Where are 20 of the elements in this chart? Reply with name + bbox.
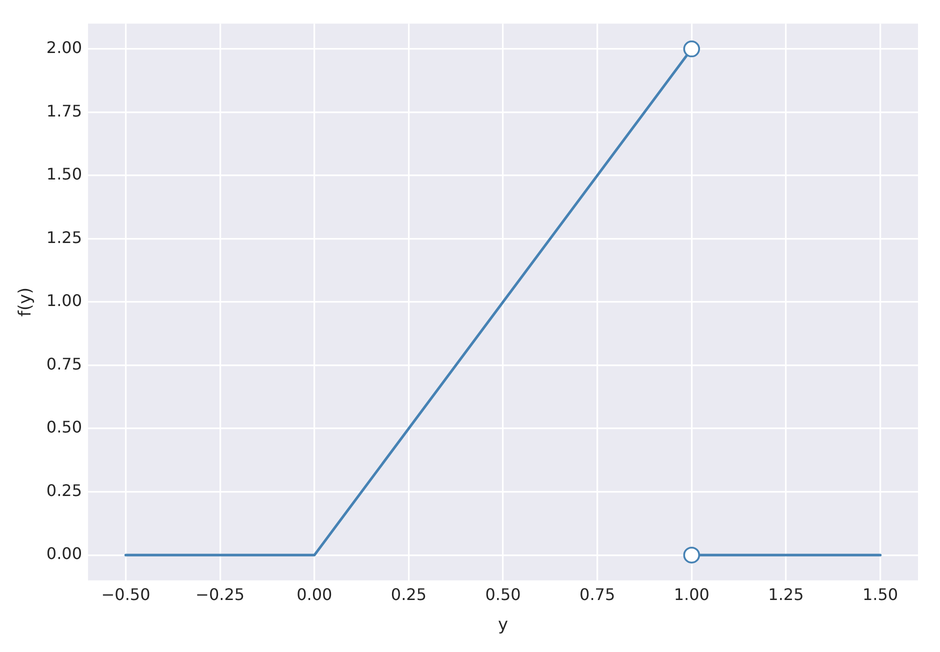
x-tick-label: −0.25 (196, 585, 245, 604)
y-axis-title: f(y) (16, 287, 36, 317)
y-tick-label: 1.50 (46, 164, 82, 184)
y-tick-label: 0.50 (46, 418, 82, 437)
x-tick-label: 1.25 (768, 585, 804, 604)
x-tick-label: 0.50 (485, 585, 521, 604)
y-tick-label: 2.00 (46, 38, 82, 58)
x-axis-title: y (498, 615, 508, 636)
y-tick-label: 1.25 (46, 228, 82, 247)
x-tick-label: 0.75 (580, 585, 616, 604)
x-tick-label: 0.25 (390, 585, 427, 604)
x-tick-label: 1.00 (674, 585, 710, 604)
x-tick-label: −0.50 (101, 585, 150, 604)
x-tick-label: 0.00 (296, 585, 332, 604)
y-tick-label: 1.75 (46, 101, 82, 120)
x-tick-label: 1.50 (862, 585, 898, 604)
y-tick-label: 0.00 (46, 544, 82, 564)
y-tick-label: 1.00 (46, 291, 82, 310)
y-tick-label: 0.25 (46, 480, 82, 500)
y-tick-label: 0.75 (46, 354, 82, 374)
